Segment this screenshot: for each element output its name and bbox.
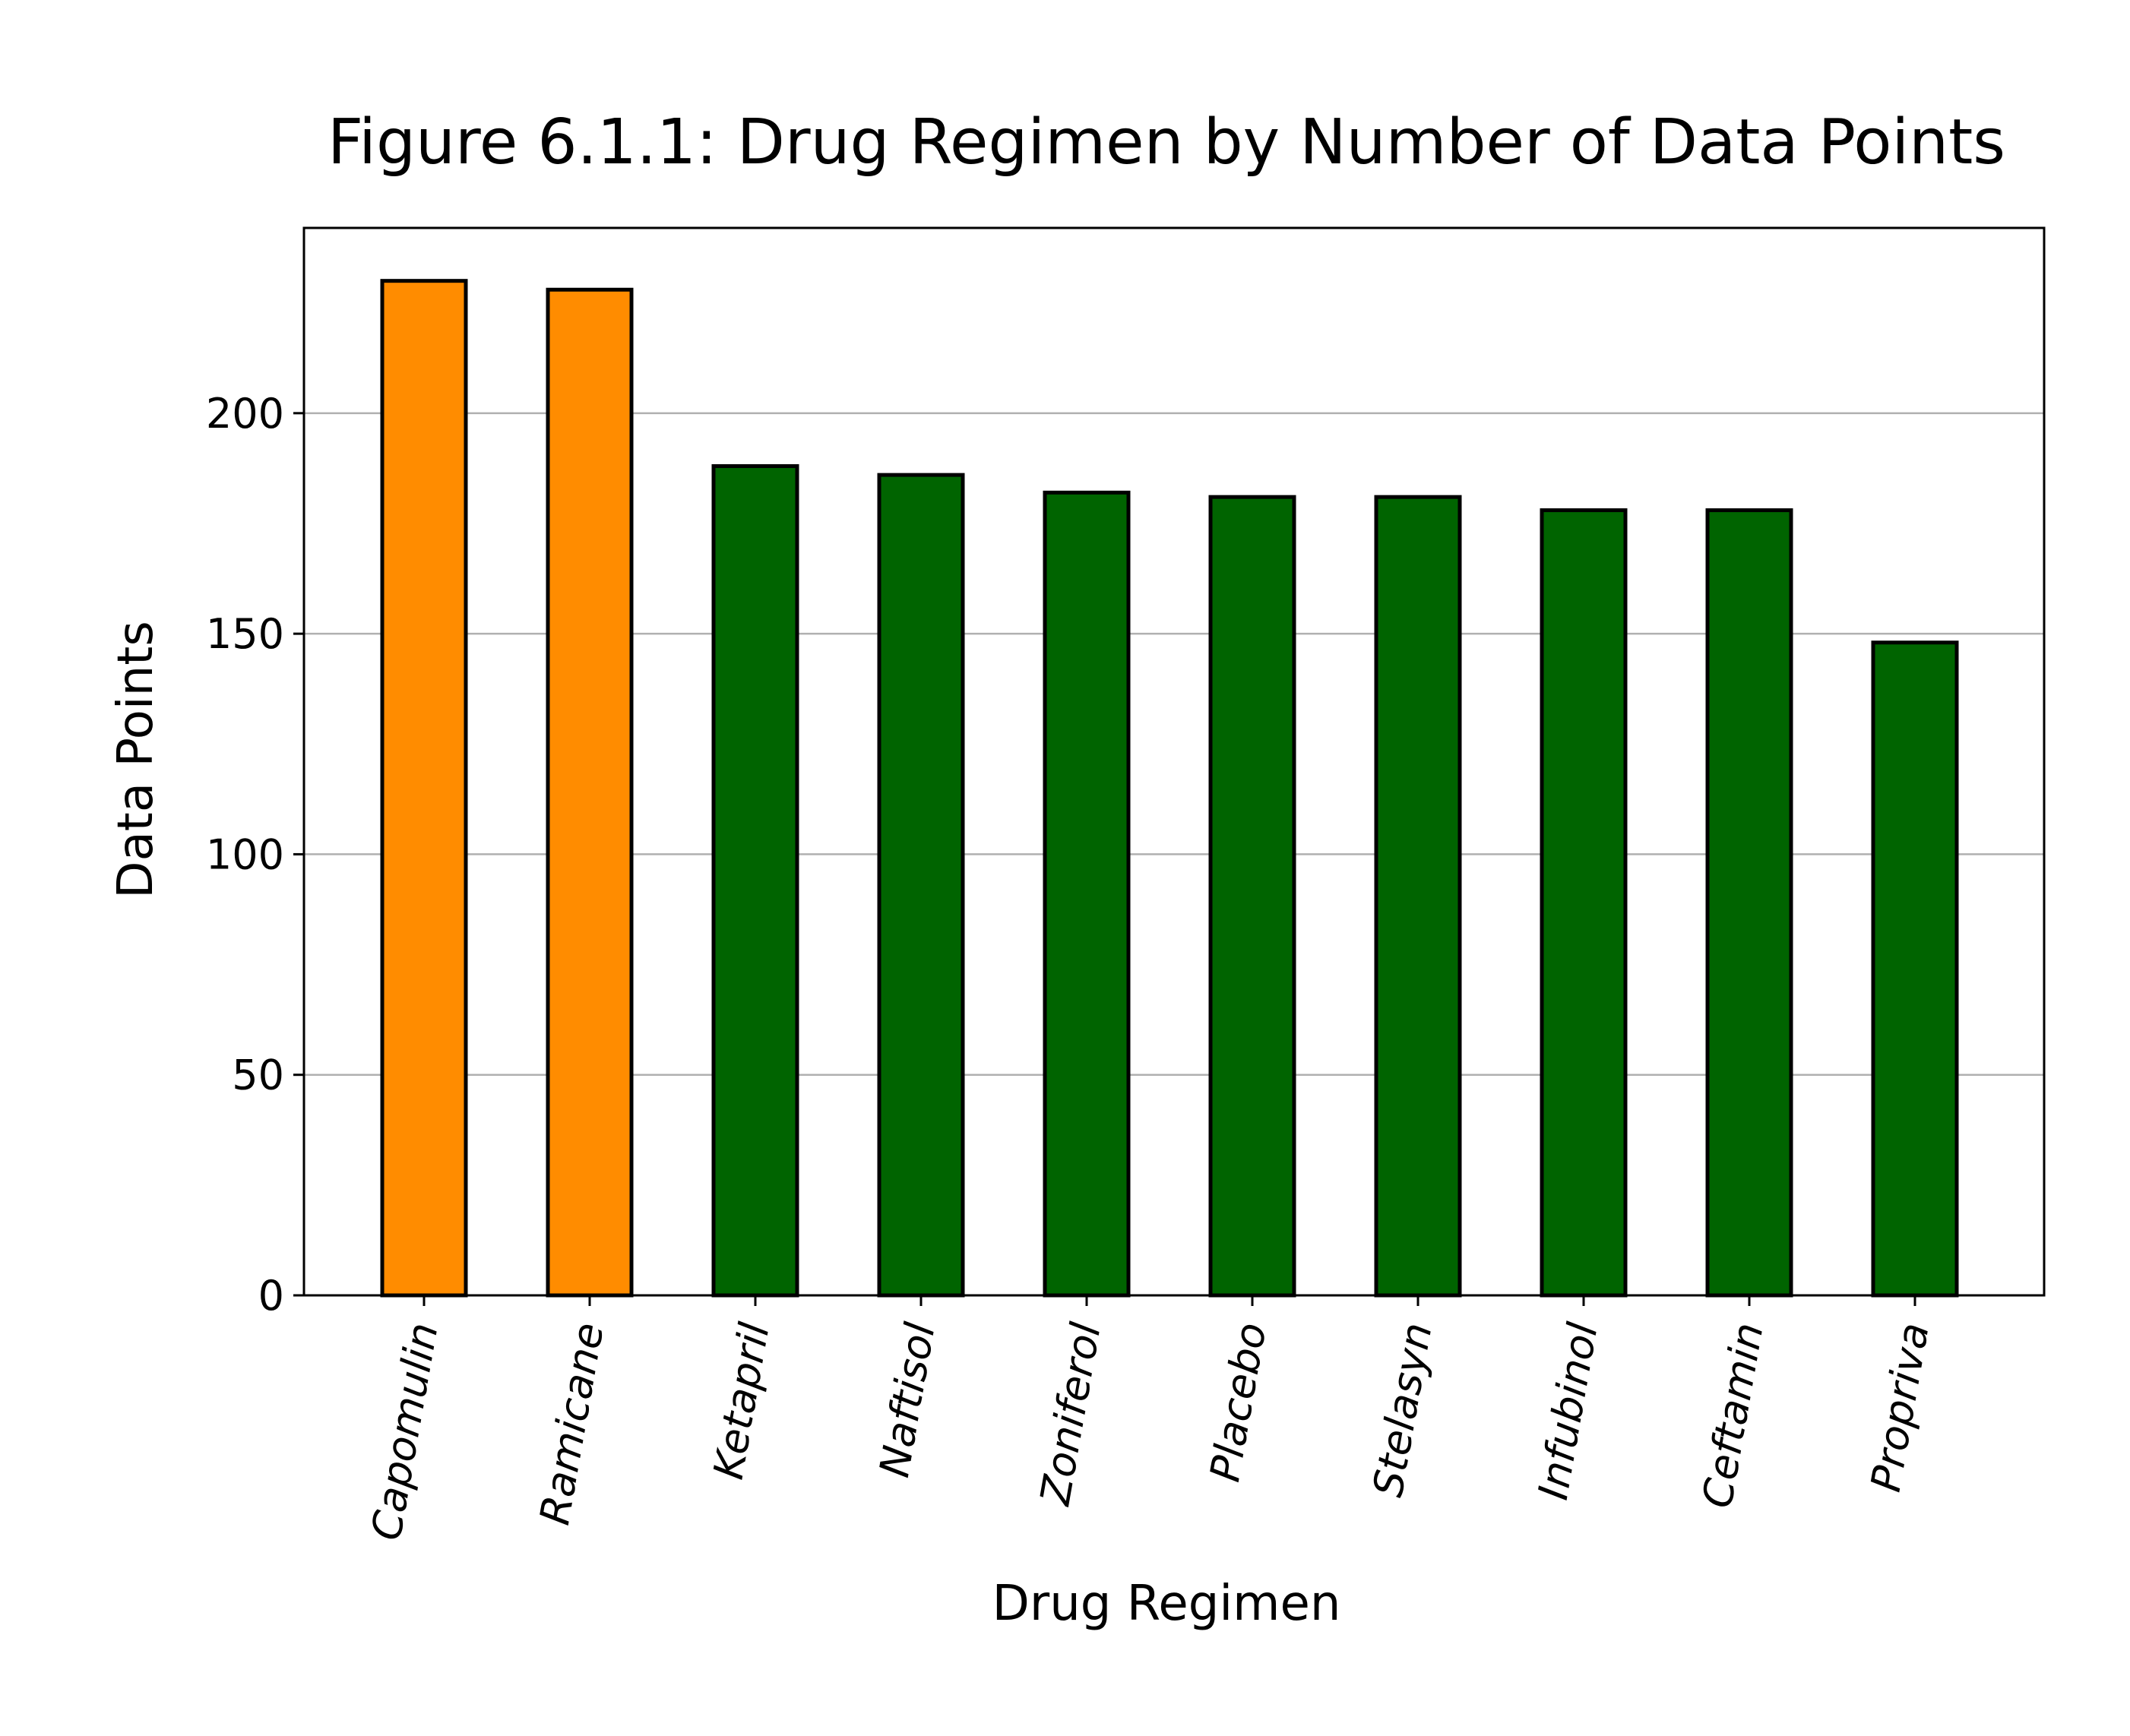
x-axis-label: Drug Regimen — [992, 1576, 1341, 1632]
chart-title: Figure 6.1.1: Drug Regimen by Number of … — [328, 106, 2005, 179]
plot-area-frame — [302, 226, 2046, 1297]
bar-propriva — [1871, 640, 1959, 1298]
bar-capomulin — [380, 279, 468, 1298]
bar-naftisol — [877, 473, 965, 1298]
y-tick-label: 100 — [206, 830, 284, 878]
bar-infubinol — [1540, 508, 1628, 1298]
bar-ramicane — [546, 287, 634, 1298]
bars — [380, 279, 1959, 1298]
y-tick-label: 0 — [258, 1272, 284, 1320]
bar-zoniferol — [1043, 490, 1131, 1298]
y-axis-label: Data Points — [108, 621, 164, 898]
bar-placebo — [1208, 495, 1296, 1298]
y-tick-label: 50 — [232, 1051, 284, 1099]
y-axis-ticks: 0 50 100 150 200 — [206, 390, 304, 1320]
bar-ceftamin — [1705, 508, 1793, 1298]
bar-stelasyn — [1374, 495, 1462, 1298]
bar-ketapril — [711, 464, 799, 1298]
y-tick-label: 150 — [206, 610, 284, 658]
y-tick-label: 200 — [206, 390, 284, 438]
